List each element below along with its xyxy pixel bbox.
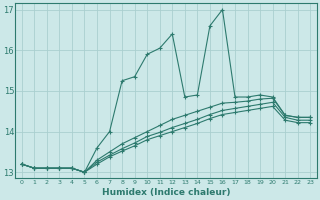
X-axis label: Humidex (Indice chaleur): Humidex (Indice chaleur)	[102, 188, 230, 197]
